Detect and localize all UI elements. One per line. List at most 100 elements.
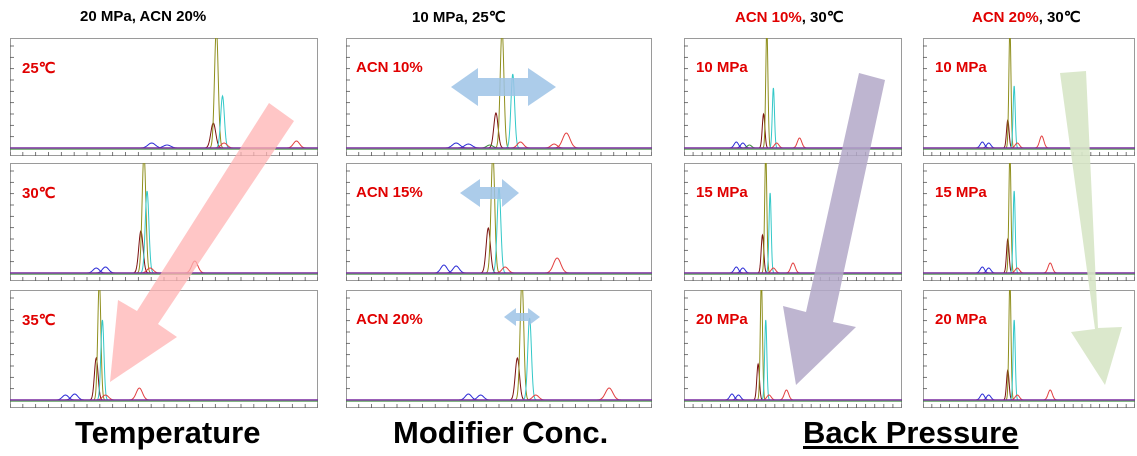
peak-red	[1041, 262, 1059, 274]
header-red-text: ACN 20%	[972, 9, 1039, 26]
panel-condition-label: 35℃	[22, 312, 56, 329]
peak-red	[784, 262, 802, 274]
peak-olive	[756, 290, 766, 401]
chromatogram-plot	[684, 290, 902, 408]
peak-olive	[761, 163, 771, 274]
panel-condition-label: 10 MPa	[696, 59, 748, 76]
peak-olive	[514, 290, 530, 401]
peak-olive	[1005, 38, 1015, 149]
header-modifier: 10 MPa, 25℃	[412, 8, 506, 26]
peak-blue	[729, 394, 748, 401]
plot-frame	[10, 38, 318, 156]
header-pressure-acn10: ACN 10%, 30℃	[735, 8, 844, 26]
panel-condition-label: 30℃	[22, 185, 56, 202]
chromatogram-plot	[923, 290, 1135, 408]
chromatogram-panel: ACN 20%	[346, 290, 652, 408]
header-pressure-acn20: ACN 20%, 30℃	[972, 8, 1081, 26]
plot-frame	[346, 163, 652, 281]
peak-olive	[485, 163, 501, 274]
peak-cyan	[1009, 85, 1019, 149]
chromatogram-panel: 20 MPa	[684, 290, 902, 408]
chromatogram-panel: 15 MPa	[923, 163, 1135, 281]
footer-back-pressure: Back Pressure	[803, 415, 1019, 450]
chromatogram-plot	[346, 290, 652, 408]
chromatogram-plot	[10, 290, 318, 408]
chromatogram-plot	[684, 163, 902, 281]
plot-frame	[10, 290, 318, 408]
panel-condition-label: ACN 15%	[356, 184, 423, 201]
chromatogram-panel: 25℃	[10, 38, 318, 156]
plot-frame	[923, 290, 1135, 408]
peak-red	[542, 257, 572, 274]
peak-dark_red	[757, 233, 768, 274]
chromatogram-panel: 10 MPa	[684, 38, 902, 156]
peak-cyan	[96, 319, 109, 401]
peak-dark_red	[752, 362, 764, 401]
peak-red	[211, 142, 237, 149]
peak-cyan	[1009, 319, 1019, 401]
peak-red	[182, 260, 208, 274]
header-red-text: ACN 10%	[735, 9, 802, 26]
peak-blue	[980, 394, 998, 401]
header-text: 10 MPa, 25℃	[412, 9, 506, 26]
chromatogram-plot	[346, 163, 652, 281]
chromatogram-panel: 15 MPa	[684, 163, 902, 281]
peak-blue	[441, 142, 471, 149]
peak-olive	[494, 38, 510, 149]
plot-frame	[684, 38, 902, 156]
peak-cyan	[761, 319, 771, 401]
chromatogram-plot	[10, 163, 318, 281]
peak-red	[594, 387, 624, 401]
panel-condition-label: ACN 20%	[356, 311, 423, 328]
plot-frame	[684, 290, 902, 408]
peak-cyan	[1009, 190, 1019, 274]
peak-dark_red	[758, 112, 769, 149]
plot-frame	[10, 163, 318, 281]
chromatogram-plot	[10, 38, 318, 156]
panel-condition-label: 25℃	[22, 60, 56, 77]
chromatogram-panel: 30℃	[10, 163, 318, 281]
header-temperature: 20 MPa, ACN 20%	[80, 8, 206, 25]
peak-cyan	[491, 187, 507, 274]
peak-red	[127, 387, 152, 401]
peak-blue	[53, 394, 78, 401]
peak-red	[1033, 135, 1051, 149]
header-text: , 30℃	[801, 9, 844, 26]
header-text: , 30℃	[1038, 9, 1081, 26]
chromatogram-panel: 35℃	[10, 290, 318, 408]
chromatogram-plot	[923, 38, 1135, 156]
panel-condition-label: 10 MPa	[935, 59, 987, 76]
panel-condition-label: 15 MPa	[935, 184, 987, 201]
peak-red	[1041, 389, 1059, 401]
header-text: 20 MPa, ACN 20%	[80, 8, 207, 25]
peak-olive	[1005, 290, 1015, 401]
peak-blue	[83, 267, 109, 274]
panel-condition-label: ACN 10%	[356, 59, 423, 76]
panel-condition-label: 15 MPa	[696, 184, 748, 201]
peak-olive	[762, 38, 772, 149]
peak-red	[284, 140, 309, 149]
chromatogram-panel: ACN 15%	[346, 163, 652, 281]
chromatogram-panel: 10 MPa	[923, 38, 1135, 156]
plot-frame	[923, 38, 1135, 156]
peak-cyan	[768, 87, 778, 149]
chromatogram-plot	[684, 38, 902, 156]
peak-blue	[980, 142, 998, 149]
chromatogram-panel: 20 MPa	[923, 290, 1135, 408]
peak-dark_red	[487, 112, 505, 149]
peak-dark_red	[508, 356, 526, 401]
peak-olive	[1005, 163, 1015, 274]
chromatogram-plot	[923, 163, 1135, 281]
peak-cyan	[505, 73, 521, 149]
peak-dark_red	[88, 356, 104, 401]
peak-blue	[980, 267, 998, 274]
footer-modifier: Modifier Conc.	[393, 415, 609, 450]
peak-red	[508, 141, 533, 149]
peak-red	[551, 132, 582, 149]
peak-red	[790, 137, 809, 149]
footer-temperature: Temperature	[75, 415, 261, 450]
panel-condition-label: 20 MPa	[935, 311, 987, 328]
plot-frame	[923, 163, 1135, 281]
chromatogram-panel: ACN 10%	[346, 38, 652, 156]
